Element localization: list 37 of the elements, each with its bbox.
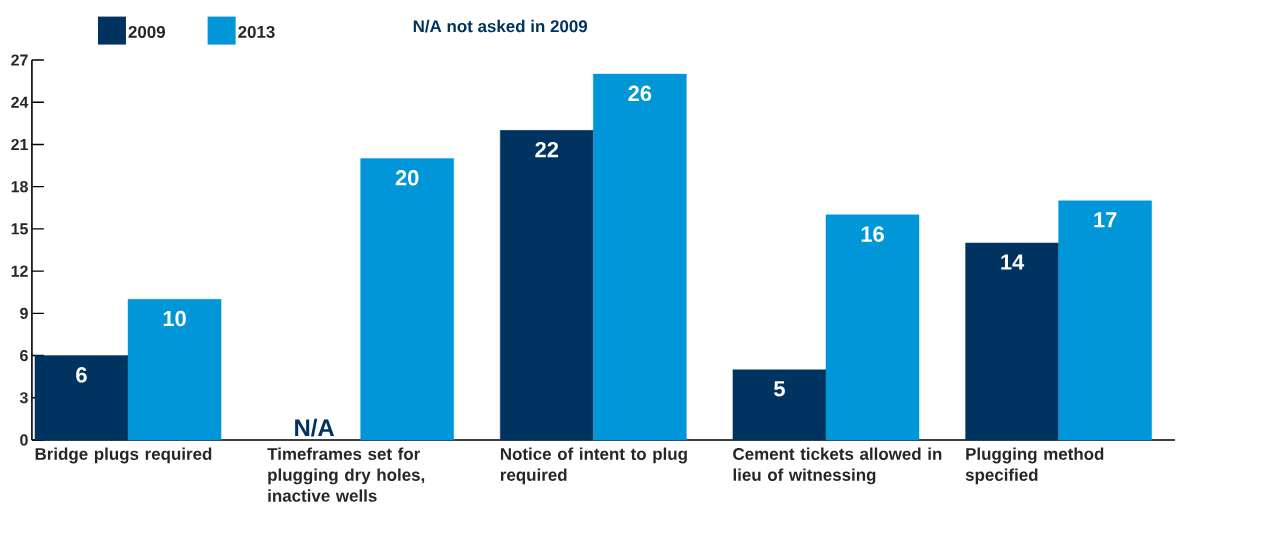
y-tick-label: 6 [20,349,28,362]
text: N/A [295,418,335,437]
y-tick-label: 3 [19,392,28,404]
y-tick-label: 12 [11,265,28,277]
x-tick-label: Notice of intent to plug required [500,447,687,485]
bar [1058,200,1152,441]
bar [825,214,920,441]
y-tick-label: 15 [11,223,28,235]
bar [500,130,594,441]
bar [732,369,827,441]
y-tick-label: 21 [11,138,28,151]
legend-label: 2009 [128,25,165,38]
y-tick-label: 24 [11,96,29,108]
bar [34,355,129,441]
y-tick-label: 0 [20,434,28,446]
bar [360,158,454,441]
y-tick-label: 18 [11,181,28,193]
data-label: 22 [535,141,559,158]
x-tick-label: Timeframes set for plugging dry holes, inactive wells [267,447,425,502]
data-label: 10 [163,310,186,327]
y-tick-label: 27 [11,54,28,66]
data-label: 16 [861,226,884,242]
legend-label: 2013 [238,25,275,38]
data-label: 6 [76,367,87,383]
data-label: 17 [1094,212,1117,228]
x-tick-label: Cement tickets allowed in lieu of witnessing [733,447,942,485]
x-tick-label: Plugging method specified [965,447,1104,485]
text: N/A not asked in 2009 [413,19,588,33]
bar [127,299,222,441]
y-tick-label: 9 [20,307,28,319]
data-label: 26 [628,85,652,102]
data-label: 5 [774,381,785,397]
bar [593,73,687,441]
x-tick-label: Bridge plugs required [35,447,212,464]
data-label: 14 [1001,254,1025,270]
data-label: 20 [395,170,419,186]
bar [965,242,1059,441]
